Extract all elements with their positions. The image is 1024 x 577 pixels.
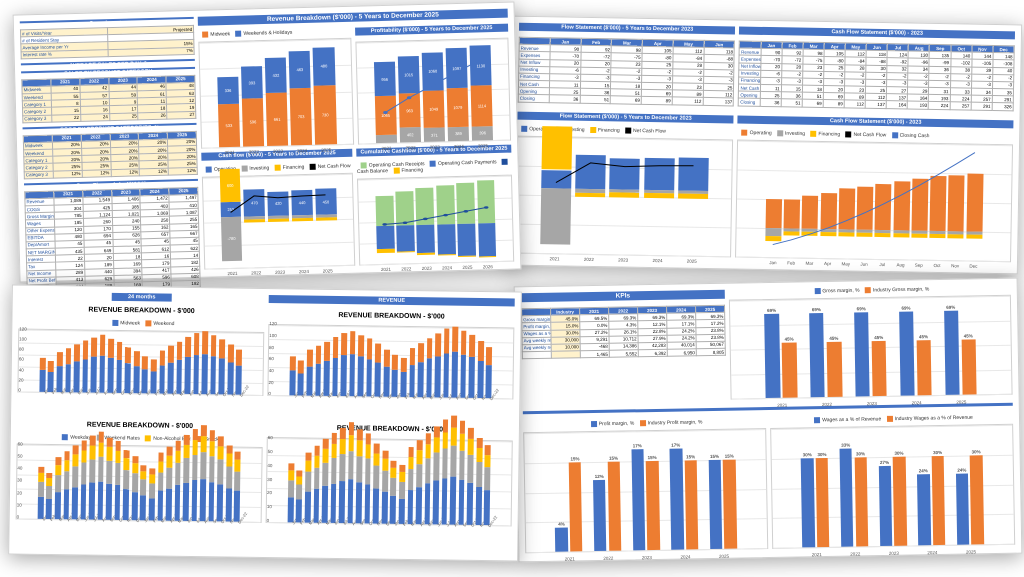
sheet-revenue-monthly: 24 months REVENUE BREAKDOWN - $'000 Midw… [8, 284, 522, 561]
rev-legend-1: Midweek Weekend [18, 319, 264, 329]
financials-header: Core Financials ($'000) [24, 179, 198, 186]
rev-legend-2: Weekday Weekend Rates Non-Alcohol Bev. S… [17, 433, 263, 443]
wages-legend: Wages as a % of Revenue Industry Wages a… [770, 414, 1013, 425]
sales-by-cat-table: 20212022202320242025Midweek4042444648Wee… [21, 75, 196, 124]
profit-margin-chart: 4%15%202112%15%202217%15%202317%15%20241… [523, 428, 768, 553]
revenue-24mo-breakdown-a: Jan-21Feb-21Mar-21Apr-21May-21Jun-21Jul-… [16, 444, 263, 523]
cogs-by-cat-table: 20212022202320242025Midweek20%20%20%20%2… [23, 131, 198, 180]
cumulative-cashflow-chart: 202120222023202420252026 [357, 175, 514, 265]
sheet-financial-summary: Core Inputs # of Visits/YearProjected # … [13, 1, 522, 282]
core-inputs-table: # of Visits/YearProjected # of Resident … [20, 25, 195, 59]
cashflow-5yr-chart: 253-780600202147020224202023440202445020… [202, 173, 355, 269]
revenue-24mo-breakdown-b: Jan-21Feb-21Mar-21Apr-21May-21Jun-21Jul-… [266, 437, 513, 526]
kpi-table: Industry20212022202320242025Gross margin… [521, 305, 726, 360]
cashflow-table-right: JanFebMarAprMayJunJulAugSepOctNovDecReve… [738, 41, 1015, 111]
cogs-by-cat-header: COGS BY PRODUCT CATEGORIES, % [23, 123, 197, 130]
rev-title-1: REVENUE BREAKDOWN - $'000 [18, 304, 264, 318]
cashstmt-chart-header: Cash Flow Statement ($'000) - 2023 [738, 115, 1014, 128]
profitability-chart: 1065956202140296310152022371104910602023… [356, 38, 512, 145]
cash12-legend: Operating Investing Financing Net Cash F… [738, 129, 1014, 140]
gross-margin-chart: 69%45%202169%45%202269%45%202369%45%2024… [729, 295, 1013, 400]
sales-by-cat-header: SALES BY PRODUCT CATEGORY [21, 67, 195, 74]
divider [523, 403, 1013, 415]
flow12-header: Flow Statement ($'000) - 5 Years to Dece… [519, 23, 736, 35]
rev-title-2b: REVENUE BREAKDOWN - $'000 [267, 422, 513, 436]
cashflow-table-left: JanFebMarAprMayJunRevenue909298105112118… [518, 37, 736, 106]
avg-sales-header: AVERAGE SALES PER DAY, $ [21, 59, 195, 66]
profit-header: Profitability ($'000) - 5 Years to Decem… [355, 24, 508, 36]
cashflow-12mo-chart: JanFebMarAprMayJunJulAugSepOctNovDec [736, 140, 1014, 262]
period-header: 24 months [112, 293, 172, 302]
cumcash-legend: Operating Cash Receipts Operating Cash P… [357, 158, 512, 175]
core-inputs-header: Core Inputs [20, 17, 194, 24]
kpi-header: KPIs [521, 290, 725, 303]
sheet-kpis: KPIs Industry20212022202320242025Gross m… [514, 278, 1023, 563]
rev-title-2: REVENUE BREAKDOWN - $'000 [17, 418, 263, 432]
revenue-stacked-chart: 5333362021596393202266143220237034632024… [199, 38, 355, 148]
wages-ratio-chart: 30%30%202133%30%202227%30%202324%30%2024… [770, 424, 1015, 549]
rev-breakdown-header: Revenue Breakdown ($'000) - 5 Years to D… [198, 9, 508, 26]
rev-title-1b: REVENUE BREAKDOWN - $'000 [268, 309, 514, 323]
sheet-cashflow-monthly: Flow Statement ($'000) - 5 Years to Dece… [508, 16, 1022, 275]
right-header: REVENUE [269, 295, 515, 306]
cashstmt-header: Cash Flow Statement ($'000) - 2023 [739, 27, 1015, 40]
gross-legend: Gross margin, % Industry Gross margin, % [729, 285, 1011, 296]
rev-legend: Midweek Weekends & Holidays [198, 28, 351, 38]
cashflow-5yr-chart-b: 20212022202320242025 [515, 136, 733, 257]
profit-legend: Profit margin, % Industry Profit margin,… [523, 418, 766, 429]
flow5-chart-header: Flow Statement ($'000) - 5 Years to Dece… [517, 112, 734, 124]
revenue-24mo-chart-b: Jan-21Feb-21Mar-21Apr-21May-21Jun-21Jul-… [267, 324, 514, 399]
revenue-24mo-chart-a: Jan-21Feb-21Mar-21Apr-21May-21Jun-21Jul-… [17, 329, 264, 396]
